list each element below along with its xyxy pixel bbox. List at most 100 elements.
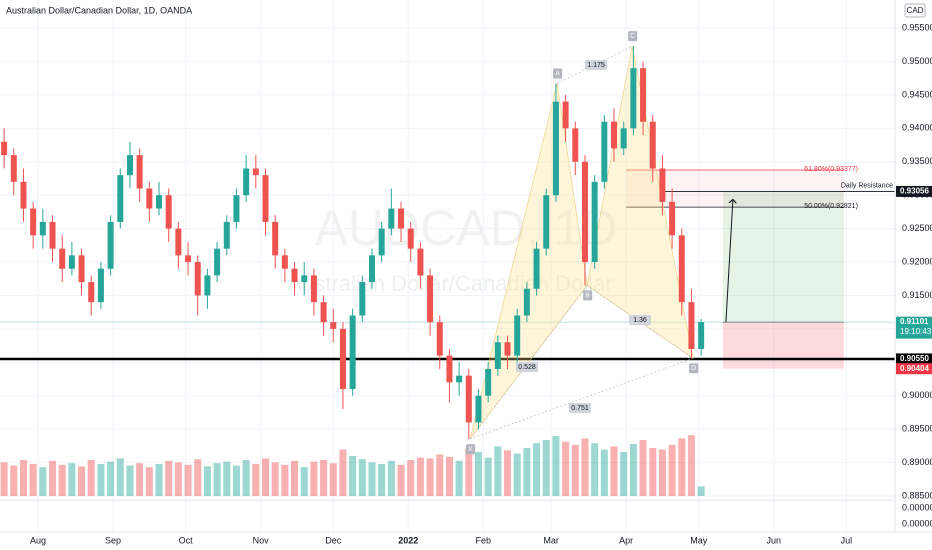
price-tag-label: 0.90404 xyxy=(900,364,929,373)
volume-bar xyxy=(474,452,482,496)
candle-body xyxy=(407,228,414,249)
candle-body xyxy=(620,128,627,149)
volume-bar xyxy=(300,467,308,496)
volume-bar xyxy=(58,464,66,496)
volume-bar xyxy=(126,465,134,496)
candle-body xyxy=(552,101,559,196)
candle-body xyxy=(97,268,104,303)
candle-body xyxy=(194,262,201,296)
countdown: 19:10:43 xyxy=(900,327,932,336)
y-tick-label: 0.92500 xyxy=(902,223,932,233)
candle-body xyxy=(417,248,424,276)
volume-bar xyxy=(697,486,705,496)
volume-bar xyxy=(416,457,424,496)
price-tag-label: 0.91101 xyxy=(900,317,929,326)
candle-body xyxy=(465,375,472,423)
volume-bar xyxy=(97,464,105,496)
x-tick-label: Dec xyxy=(325,535,342,545)
volume-bar xyxy=(261,458,269,496)
candle-body xyxy=(107,221,114,269)
volume-bar xyxy=(407,460,415,496)
volume-bar xyxy=(523,448,531,496)
candle-body xyxy=(572,128,579,162)
candle-body xyxy=(630,68,637,129)
volume-bar xyxy=(445,456,453,496)
pattern-point-label: B xyxy=(585,292,590,299)
x-tick-label: Feb xyxy=(476,535,492,545)
candle-body xyxy=(485,368,492,396)
volume-bar xyxy=(552,436,560,496)
volume-bar xyxy=(165,460,173,496)
volume-bar xyxy=(620,452,628,496)
volume-bar xyxy=(533,443,541,496)
candle-body xyxy=(446,355,453,383)
pattern-point-box xyxy=(553,68,563,79)
candle-body xyxy=(310,275,317,303)
candle-body xyxy=(456,375,463,383)
currency[interactable]: CAD xyxy=(907,6,924,15)
candle-body xyxy=(78,255,85,283)
candle-body xyxy=(320,302,327,323)
candle-body xyxy=(281,255,288,269)
candle-body xyxy=(659,168,666,202)
candle-body xyxy=(581,161,588,263)
ratio-box xyxy=(516,362,538,372)
target-arrow xyxy=(725,199,733,323)
pattern-point-label: D xyxy=(691,365,696,372)
candle-body xyxy=(214,248,221,276)
x-tick-label: Jun xyxy=(766,535,781,545)
volume-bar xyxy=(271,462,279,496)
stop-zone xyxy=(722,322,844,369)
volume-bar xyxy=(107,461,115,496)
pattern-point-label: C xyxy=(630,33,635,40)
volume-bar xyxy=(242,460,250,496)
y-tick-label: 0.94500 xyxy=(902,89,932,99)
volume-bar xyxy=(484,457,492,496)
volume-bar xyxy=(571,444,579,496)
candle-body xyxy=(678,235,685,303)
y-tick-label: 0.91500 xyxy=(902,290,932,300)
volume-bar xyxy=(542,440,550,496)
volume-bar xyxy=(291,460,299,496)
volume-bar xyxy=(600,449,608,496)
pattern-leg xyxy=(469,358,694,440)
candle-body xyxy=(126,155,133,176)
x-tick-label: May xyxy=(690,535,708,545)
candle-body xyxy=(533,248,540,289)
volume-bar xyxy=(426,458,434,496)
y-tick-label: 0.89000 xyxy=(902,457,932,467)
candle-body xyxy=(272,221,279,256)
ratio-label: 0.528 xyxy=(518,364,536,371)
candle-body xyxy=(359,282,366,316)
volume-bar xyxy=(658,449,666,496)
x-tick-label: Mar xyxy=(543,535,559,545)
y-tick-label: 0.92000 xyxy=(902,256,932,266)
candle-body xyxy=(39,221,46,236)
candle-body xyxy=(523,288,530,316)
volume-bar xyxy=(649,448,657,496)
candle-body xyxy=(156,195,163,209)
candle-body xyxy=(562,101,569,129)
candle-body xyxy=(223,221,230,249)
candle-body xyxy=(301,275,308,283)
ratio-label: 1.175 xyxy=(587,62,605,69)
candle-body xyxy=(514,315,521,356)
candle-body xyxy=(611,121,618,149)
volume-bar xyxy=(513,453,521,496)
volume-bar xyxy=(174,462,182,496)
candle-body xyxy=(233,195,240,222)
volume-bar xyxy=(378,464,386,496)
volume-bar xyxy=(136,463,144,496)
candle-body xyxy=(10,155,17,182)
volume-bar xyxy=(465,448,473,496)
y-tick-label: 0.88500 xyxy=(902,490,932,500)
x-tick-label: 2022 xyxy=(398,535,418,545)
lower-tick: 0.00000 xyxy=(902,518,932,528)
ratio-box xyxy=(629,315,651,325)
candle-body xyxy=(262,175,269,222)
candle-body xyxy=(59,248,66,269)
currency-box[interactable] xyxy=(904,3,926,18)
y-tick-label: 0.94000 xyxy=(902,123,932,133)
y-tick-label: 0.95000 xyxy=(902,56,932,66)
